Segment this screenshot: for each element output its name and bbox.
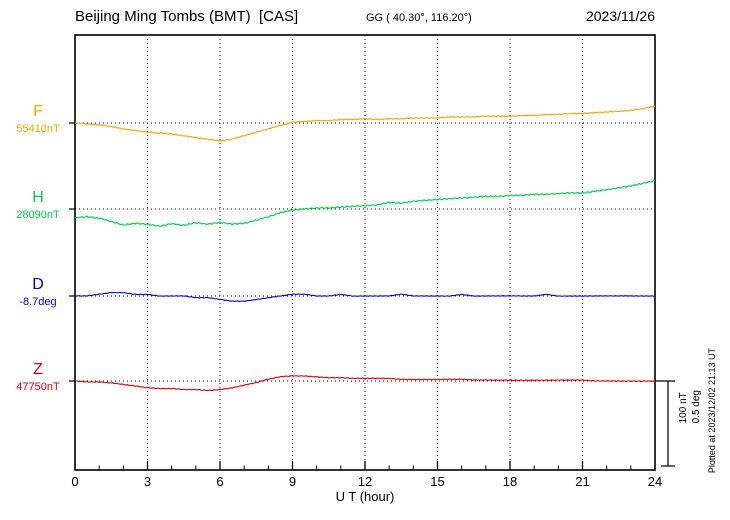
series-baseline-D: -8.7deg (19, 296, 57, 308)
series-label-F: F 55410nT (6, 103, 70, 136)
trace-Z (74, 375, 656, 392)
series-letter-H: H (32, 189, 44, 206)
series-label-D: D -8.7deg (6, 276, 70, 309)
x-tick-label: 6 (216, 474, 224, 489)
trace-H (74, 179, 656, 227)
trace-F (74, 105, 656, 142)
series-baseline-F: 55410nT (16, 123, 60, 135)
series-label-H: H 28090nT (6, 189, 70, 222)
station-coordinates: GG ( 40.30°, 116.20°) (366, 12, 472, 24)
scale-bar-nt-label: 100 nT (678, 392, 689, 424)
x-tick-label: 21 (575, 474, 590, 489)
series-letter-F: F (33, 103, 43, 120)
series-baseline-Z: 47750nT (16, 381, 60, 393)
x-tick-label: 12 (357, 474, 373, 489)
trace-D (74, 291, 656, 303)
observation-date: 2023/11/26 (585, 8, 655, 24)
series-letter-Z: Z (33, 361, 43, 378)
x-axis-title: U T (hour) (335, 489, 395, 504)
series-letter-D: D (32, 276, 44, 293)
x-tick-label: 9 (288, 474, 297, 489)
scale-bar-labels: 100 nT 0.5 deg (678, 390, 702, 423)
x-tick-label: 18 (502, 474, 518, 489)
series-baseline-H: 28090nT (16, 209, 60, 221)
scale-bar-deg-label: 0.5 deg (691, 390, 702, 424)
plot-frame (74, 34, 656, 471)
page-title: Beijing Ming Tombs (BMT) [CAS] (75, 8, 299, 25)
x-tick-label: 15 (430, 474, 445, 489)
x-tick-label: 24 (647, 474, 663, 489)
x-tick-label: 3 (143, 474, 152, 489)
x-tick-label: 0 (71, 474, 79, 489)
series-label-Z: Z 47750nT (6, 361, 70, 394)
plotted-at-note: Plotted at 2023/12/02 21:13 UT (707, 347, 717, 473)
